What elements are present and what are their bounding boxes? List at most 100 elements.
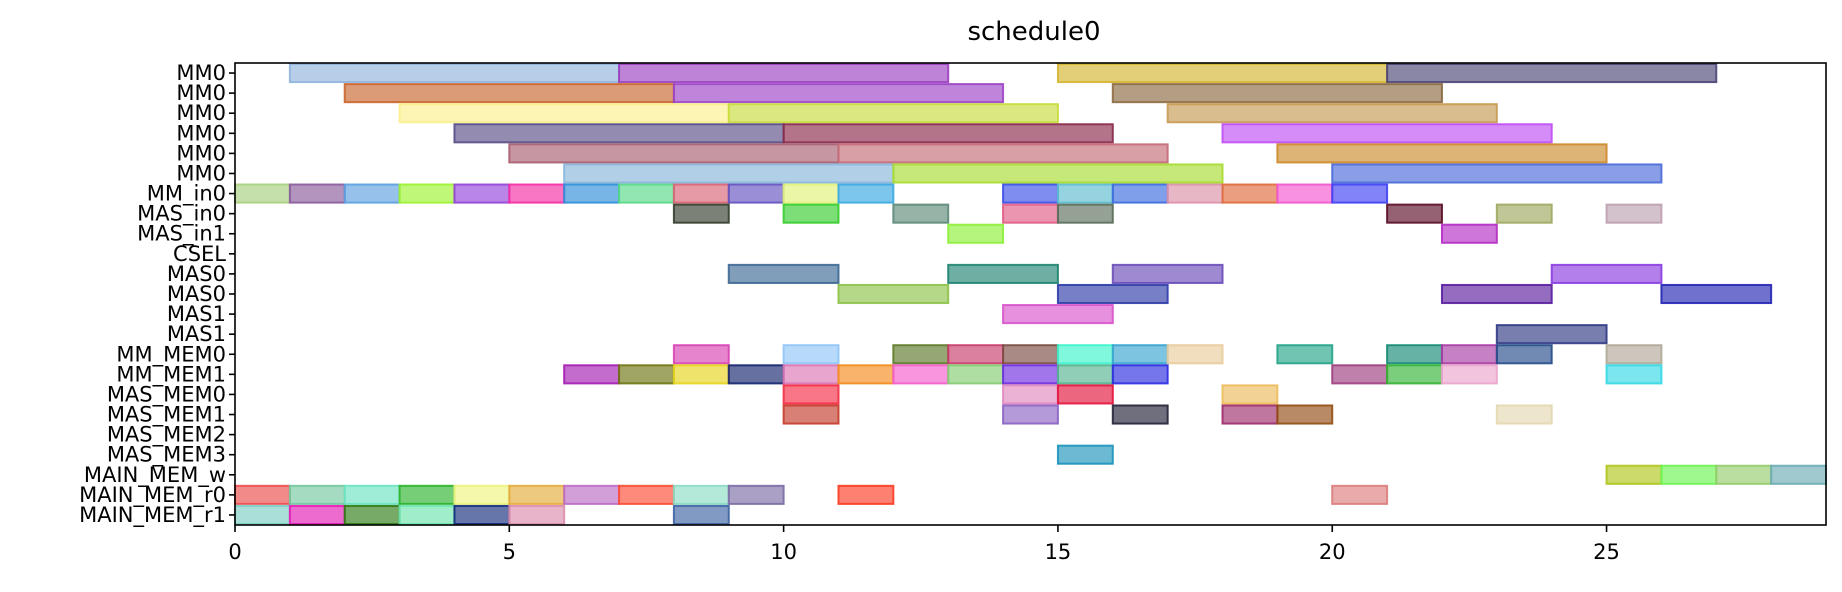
task-bar: [892, 364, 950, 385]
y-tick-label: MM0: [176, 61, 226, 85]
x-tick-label: 15: [1045, 540, 1072, 564]
task-bar: [1440, 283, 1553, 305]
plot-frame: [234, 62, 1827, 526]
y-tick-label: MAS1: [167, 322, 226, 346]
y-tick-label: MAIN_MEM_w: [84, 463, 226, 488]
task-bar: [1276, 143, 1608, 164]
task-bar: [343, 504, 401, 526]
task-bar: [1002, 304, 1114, 325]
y-tick-label: MAS_in1: [137, 222, 226, 247]
y-tick-label: CSEL: [173, 242, 226, 266]
task-bar: [1056, 63, 1389, 84]
task-bar: [453, 504, 511, 526]
chart-title: schedule0: [967, 17, 1100, 47]
y-tick-labels: MM0MM0MM0MM0MM0MM0MM_in0MAS_in0MAS_in1CS…: [79, 61, 235, 528]
y-tick-label: MAS0: [167, 282, 226, 306]
task-bar: [672, 83, 1005, 104]
y-tick-label: MM_in0: [147, 182, 226, 207]
task-bar: [1166, 344, 1224, 365]
y-tick-label: MM0: [176, 81, 226, 105]
task-bar: [1221, 384, 1279, 405]
y-tick-label: MAS_MEM3: [107, 443, 226, 468]
task-bar: [1276, 404, 1334, 425]
task-bar: [782, 123, 1114, 144]
task-bar: [1331, 183, 1389, 204]
task-bar: [1605, 203, 1663, 224]
task-bar: [1440, 223, 1498, 244]
task-bar: [1002, 344, 1059, 365]
y-tick-label: MM0: [176, 101, 226, 125]
y-tick-label: MAS_MEM1: [107, 403, 226, 428]
task-bar: [1166, 183, 1224, 204]
task-bar: [1331, 484, 1389, 505]
y-tick-label: MM_MEM0: [116, 342, 226, 367]
task-bar: [782, 203, 840, 224]
task-bar: [727, 484, 785, 505]
task-bar: [234, 484, 291, 505]
task-bar: [453, 183, 511, 204]
task-bar: [1002, 364, 1059, 385]
task-bar: [1111, 263, 1224, 284]
task-bar: [947, 364, 1005, 385]
task-bar: [1111, 83, 1443, 104]
task-bar: [1111, 364, 1169, 385]
task-bar: [837, 183, 895, 204]
task-bar: [892, 344, 950, 365]
task-bar: [398, 484, 456, 505]
task-bar: [672, 484, 730, 505]
x-tick-label: 25: [1593, 540, 1620, 564]
task-bar: [672, 364, 730, 385]
task-bar: [508, 143, 840, 164]
task-bar: [1386, 63, 1718, 84]
task-bar: [1056, 283, 1169, 305]
task-bar: [672, 504, 730, 526]
task-bar: [1605, 464, 1663, 485]
task-bar: [782, 364, 840, 385]
task-bar: [837, 283, 950, 305]
task-bar: [508, 484, 566, 505]
task-bar: [727, 364, 785, 385]
task-bar: [1056, 344, 1114, 365]
task-bar: [508, 183, 566, 204]
task-bar: [563, 364, 621, 385]
task-bar: [1111, 344, 1169, 365]
task-bar: [1276, 183, 1334, 204]
task-bar: [782, 384, 840, 405]
task-bar: [618, 183, 675, 204]
task-bar: [1002, 183, 1059, 204]
task-bar: [1660, 464, 1718, 485]
task-bars: [234, 63, 1828, 526]
task-bar: [1056, 364, 1114, 385]
task-bar: [1386, 344, 1443, 365]
task-bar: [1715, 464, 1773, 485]
task-bar: [1605, 344, 1663, 365]
task-bar: [1770, 464, 1828, 485]
task-bar: [672, 183, 730, 204]
task-bar: [727, 103, 1059, 124]
task-bar: [1386, 203, 1443, 224]
task-bar: [1605, 364, 1663, 385]
task-bar: [1056, 183, 1114, 204]
task-bar: [1002, 404, 1059, 425]
task-bar: [1440, 344, 1498, 365]
task-bar: [343, 484, 401, 505]
y-tick-label: MAS_MEM0: [107, 382, 226, 407]
task-bar: [837, 484, 895, 505]
task-bar: [1002, 384, 1059, 405]
task-bar: [618, 364, 675, 385]
task-bar: [1550, 263, 1663, 284]
task-bar: [672, 344, 730, 365]
task-bar: [1166, 103, 1498, 124]
task-bar: [288, 183, 346, 204]
task-bar: [288, 63, 621, 84]
task-bar: [1660, 283, 1773, 305]
task-bar: [1056, 203, 1114, 224]
task-bar: [1331, 364, 1389, 385]
x-tick-label: 20: [1319, 540, 1346, 564]
task-bar: [1440, 364, 1498, 385]
task-bar: [1276, 344, 1334, 365]
task-bar: [563, 484, 621, 505]
task-bar: [618, 63, 950, 84]
task-bar: [1221, 123, 1553, 144]
task-bar: [343, 183, 401, 204]
